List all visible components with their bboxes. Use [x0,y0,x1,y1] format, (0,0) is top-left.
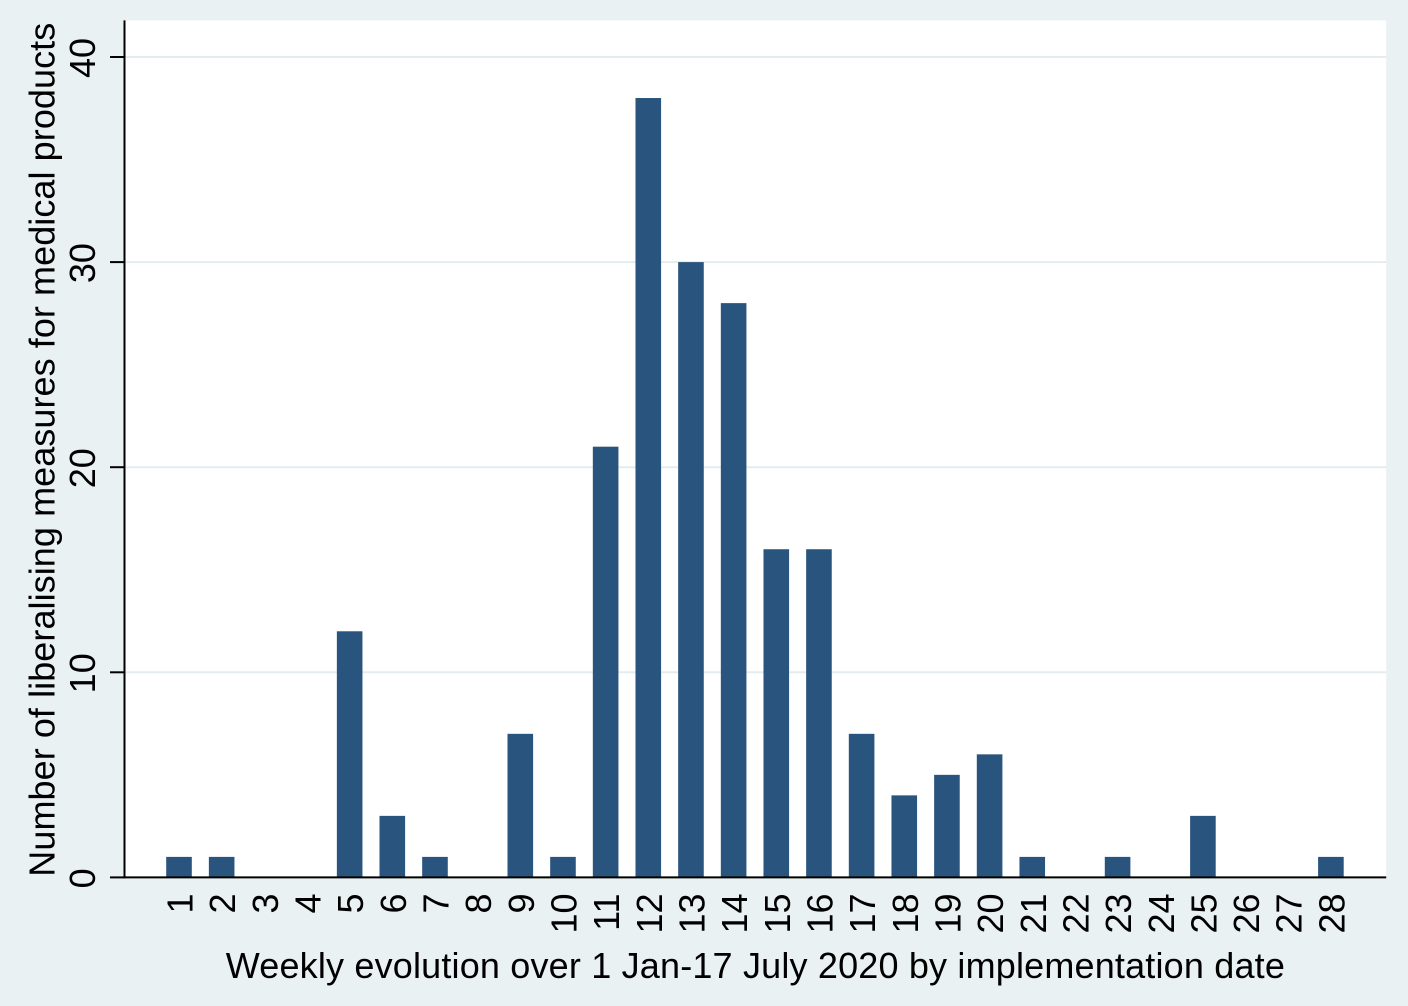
svg-text:13: 13 [671,894,712,934]
svg-text:11: 11 [586,894,627,931]
svg-text:3: 3 [245,894,286,914]
svg-text:28: 28 [1311,894,1352,934]
svg-text:17: 17 [842,894,883,934]
svg-text:4: 4 [287,894,328,914]
svg-text:26: 26 [1226,894,1267,934]
svg-text:16: 16 [799,894,840,934]
svg-text:25: 25 [1183,894,1224,934]
svg-text:5: 5 [330,894,371,914]
svg-text:27: 27 [1269,894,1310,934]
svg-text:21: 21 [1013,894,1054,934]
svg-text:1: 1 [160,894,201,914]
svg-text:Weekly evolution over 1 Jan-17: Weekly evolution over 1 Jan-17 July 2020… [226,945,1285,986]
svg-text:0: 0 [62,868,103,888]
svg-text:19: 19 [927,894,968,934]
svg-text:6: 6 [373,894,414,914]
svg-text:30: 30 [62,243,103,283]
svg-text:22: 22 [1055,894,1096,934]
svg-text:9: 9 [501,894,542,914]
svg-text:7: 7 [415,894,456,914]
svg-text:15: 15 [757,894,798,934]
svg-text:20: 20 [62,448,103,488]
svg-text:10: 10 [543,894,584,934]
svg-text:12: 12 [629,894,670,934]
svg-text:10: 10 [62,653,103,693]
svg-text:40: 40 [62,38,103,78]
svg-text:Number of liberalising measure: Number of liberalising measures for medi… [22,23,63,877]
svg-text:18: 18 [885,894,926,934]
svg-text:23: 23 [1098,894,1139,934]
svg-text:24: 24 [1141,894,1182,934]
svg-text:14: 14 [714,894,755,934]
svg-text:8: 8 [458,894,499,914]
svg-text:2: 2 [202,894,243,914]
svg-text:20: 20 [970,894,1011,934]
